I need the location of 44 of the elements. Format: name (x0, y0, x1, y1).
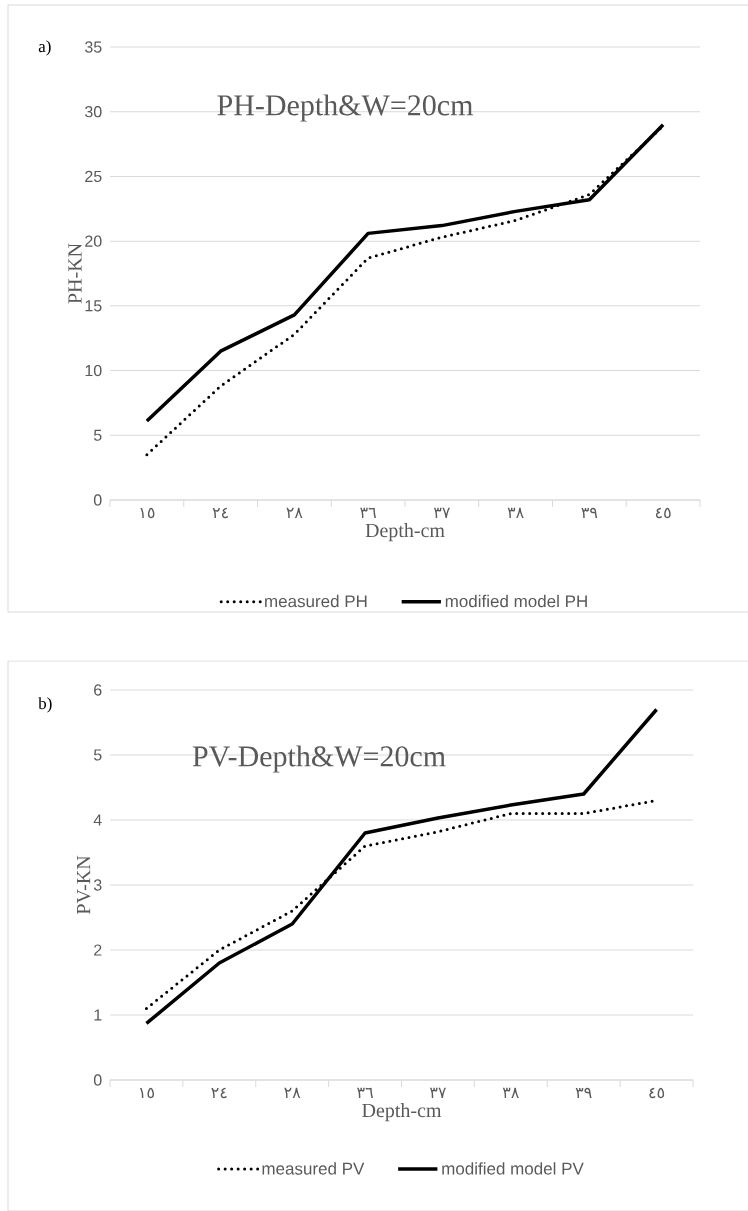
legend-label: measured PV (262, 1162, 365, 1175)
legend-label: measured PH (265, 594, 367, 608)
legend-label: modified model PV (442, 1162, 584, 1175)
x-tick-label: ٣٦ (357, 1087, 373, 1098)
x-tick-label: ٤٥ (655, 507, 671, 519)
y-tick-label: 6 (94, 684, 102, 696)
x-tick-label: ٣٩ (581, 507, 598, 519)
y-tick-label: 25 (85, 170, 102, 183)
y-axis-title: PV-KN (77, 855, 91, 915)
y-tick-label: 1 (94, 1009, 102, 1021)
x-axis-title: Depth-cm (365, 523, 445, 542)
y-tick-label: 35 (85, 41, 102, 53)
x-tick-label: ٢٨ (286, 507, 303, 518)
y-tick-label: 4 (93, 814, 102, 826)
text: b) (38, 697, 52, 713)
x-tick-label: ٢٤ (211, 1087, 227, 1099)
y-tick-label: 5 (93, 429, 102, 441)
legend-label: modified model PH (445, 594, 587, 608)
y-tick-label: 10 (85, 364, 102, 377)
y-tick-label: 30 (85, 106, 102, 118)
y-tick-label: 0 (93, 494, 102, 506)
x-tick-label: ٣٦ (360, 507, 377, 518)
text: a) (38, 40, 51, 56)
x-tick-label: ٢٨ (284, 1087, 301, 1098)
x-tick-label: ٢٤ (212, 507, 228, 519)
y-tick-label: 0 (93, 1074, 102, 1086)
y-axis-title: PH-KN (68, 243, 82, 304)
x-tick-label: ٣٧ (429, 1087, 447, 1098)
x-tick-label: ٣٩ (575, 1087, 592, 1099)
x-axis-title: Depth-cm (362, 1103, 442, 1122)
y-tick-label: 3 (93, 879, 102, 891)
x-tick-label: ١٥ (140, 507, 155, 519)
y-tick-label: 5 (93, 749, 102, 761)
x-tick-label: ٤٥ (649, 1087, 665, 1099)
x-tick-label: ٣٧ (433, 507, 450, 518)
y-tick-label: 20 (85, 235, 102, 247)
x-tick-label: ٣٨ (507, 507, 524, 518)
text: PH-Depth&W=20cm (217, 94, 473, 122)
text: PV-Depth&W=20cm (192, 745, 446, 773)
x-tick-label: ١٥ (140, 1087, 154, 1099)
y-tick-label: 15 (85, 300, 102, 312)
y-tick-label: 2 (94, 944, 102, 956)
line-series (144, 707, 659, 1026)
x-tick-label: ٣٨ (502, 1087, 519, 1098)
